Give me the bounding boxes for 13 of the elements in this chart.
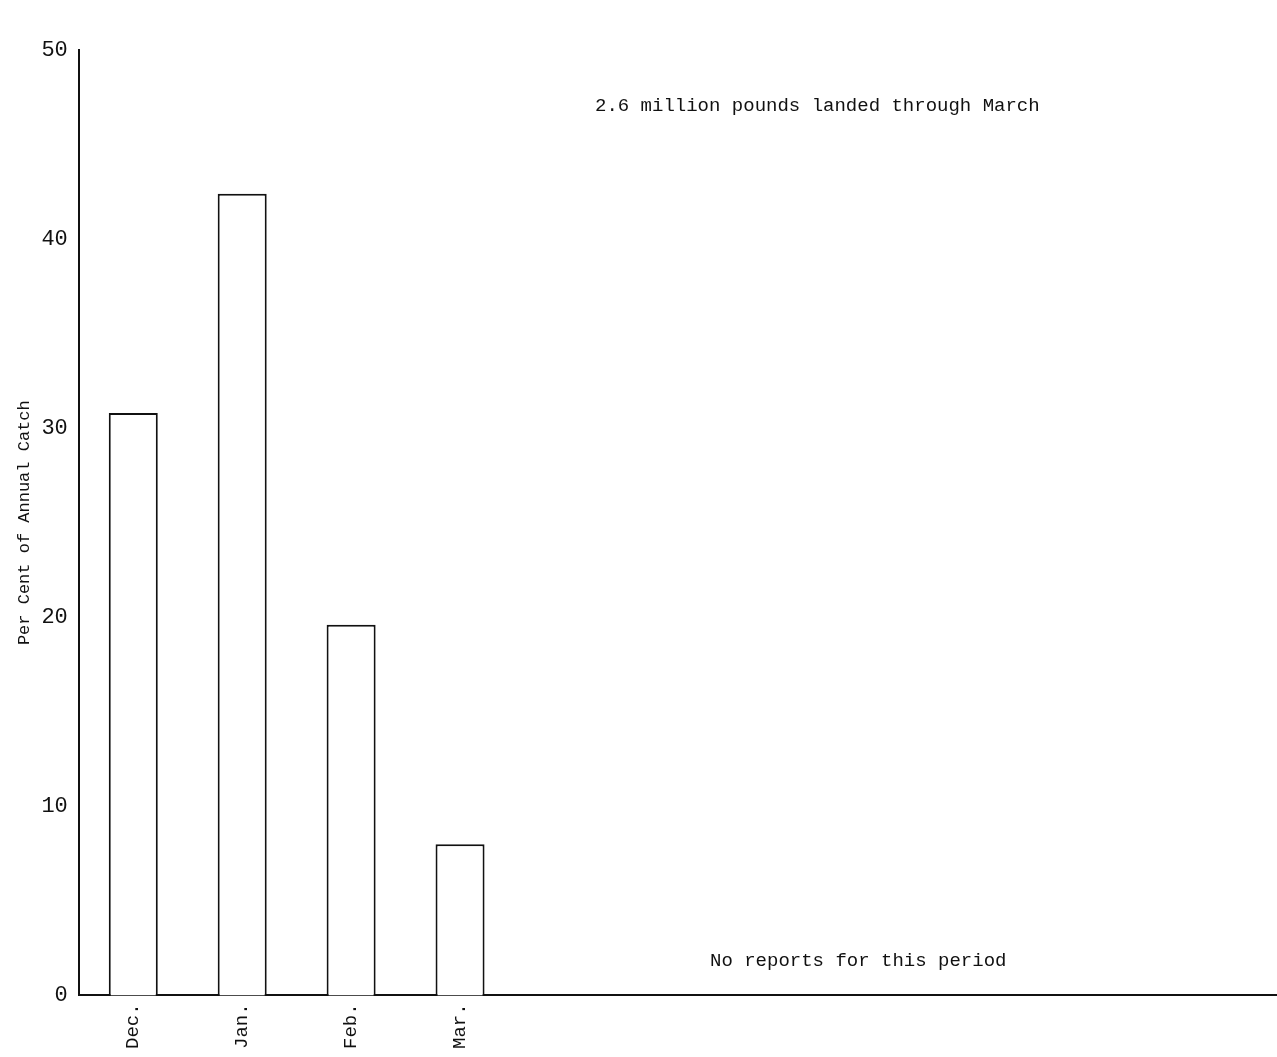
annotation: No reports for this period — [710, 950, 1007, 972]
y-tick-label: 40 — [41, 226, 68, 252]
x-tick-label: Feb. — [340, 1003, 363, 1049]
y-tick-label: 10 — [41, 794, 68, 820]
y-tick-label: 20 — [41, 605, 68, 631]
x-tick-label: Dec. — [122, 1003, 145, 1049]
y-tick-label: 50 — [41, 37, 68, 63]
annotation: 2.6 million pounds landed through March — [595, 95, 1040, 117]
x-tick-label: Jan. — [231, 1003, 254, 1049]
y-tick-label: 0 — [54, 983, 68, 1009]
y-tick-label: 30 — [41, 415, 68, 441]
y-axis-title: Per Cent of Annual Catch — [14, 400, 34, 646]
x-tick-label: Mar. — [449, 1003, 472, 1049]
